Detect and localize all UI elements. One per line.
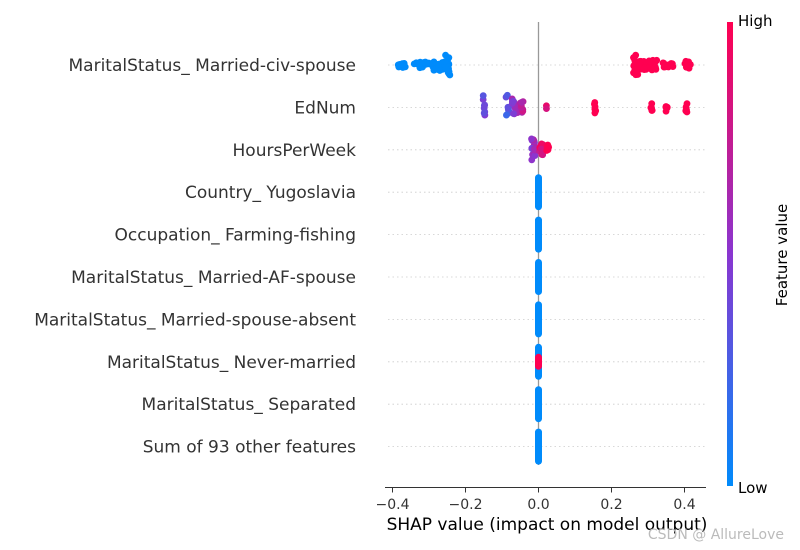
feature-label: MaritalStatus_ Married-AF-spouse <box>71 268 356 288</box>
shap-point <box>441 58 449 66</box>
shap-point <box>504 103 512 111</box>
shap-point <box>543 147 551 154</box>
shap-point <box>648 66 656 73</box>
feature-label: MaritalStatus_ Never-married <box>107 353 356 373</box>
shap-point <box>518 98 526 106</box>
feature-label: Sum of 93 other features <box>143 438 356 458</box>
feature-label: HoursPerWeek <box>233 141 357 161</box>
shap-point <box>508 98 516 106</box>
shap-point-stack <box>535 174 542 211</box>
shap-point <box>539 151 547 159</box>
shap-point-stack <box>535 386 542 423</box>
shap-point <box>479 92 487 100</box>
shap-point <box>503 111 510 119</box>
feature-label: Occupation_ Farming-fishing <box>115 226 356 246</box>
x-tick-label: 0.4 <box>673 497 695 513</box>
shap-point <box>396 60 404 68</box>
shap-point <box>663 104 671 112</box>
colorbar <box>727 22 733 486</box>
x-tick-label: −0.4 <box>376 497 410 513</box>
feature-label: MaritalStatus_ Married-civ-spouse <box>69 56 357 76</box>
watermark: CSDN @ AllureLove <box>648 527 784 543</box>
shap-point <box>640 64 648 72</box>
feature-labels: MaritalStatus_ Married-civ-spouse EdNum Ho… <box>34 56 356 458</box>
shap-point <box>435 60 443 68</box>
shap-point <box>401 63 409 71</box>
x-axis-ticks: −0.4 −0.2 0.0 0.2 0.4 <box>376 487 696 513</box>
shap-point <box>429 59 437 67</box>
shap-point <box>421 58 429 66</box>
shap-point <box>631 56 639 64</box>
shap-points <box>394 51 694 465</box>
colorbar-title: Feature value <box>773 204 791 306</box>
shap-point <box>480 104 488 112</box>
shap-point <box>416 59 424 67</box>
x-tick-label: 0.2 <box>600 497 622 513</box>
shap-point <box>543 105 550 113</box>
shap-point-stack <box>535 259 542 295</box>
shap-point-stack <box>535 428 542 465</box>
feature-label: MaritalStatus_ Married-spouse-absent <box>34 310 356 330</box>
feature-label: MaritalStatus_ Separated <box>142 395 356 415</box>
shap-point <box>645 57 653 65</box>
shap-point <box>647 104 655 112</box>
shap-point <box>537 145 545 153</box>
shap-point-stack <box>535 216 542 253</box>
shap-point <box>591 103 599 111</box>
shap-point <box>480 109 488 117</box>
shap-point <box>685 62 693 69</box>
shap-point <box>503 91 511 99</box>
shap-point <box>631 67 639 75</box>
shap-point-stack <box>535 353 542 370</box>
x-tick-label: −0.2 <box>449 497 483 513</box>
shap-point <box>442 65 450 73</box>
x-axis-title: SHAP value (impact on model output) <box>387 515 708 535</box>
feature-label: Country_ Yugoslavia <box>185 183 356 203</box>
x-tick-label: 0.0 <box>527 497 549 513</box>
shap-point <box>531 152 539 159</box>
colorbar-low-label: Low <box>738 479 768 497</box>
feature-label: EdNum <box>294 98 356 118</box>
shap-point <box>510 110 517 118</box>
row-gridlines <box>388 64 705 448</box>
shap-point-stack <box>535 301 542 338</box>
colorbar-high-label: High <box>738 12 772 30</box>
shap-point <box>664 61 672 69</box>
shap-point <box>682 107 690 115</box>
shap-point <box>528 135 535 143</box>
